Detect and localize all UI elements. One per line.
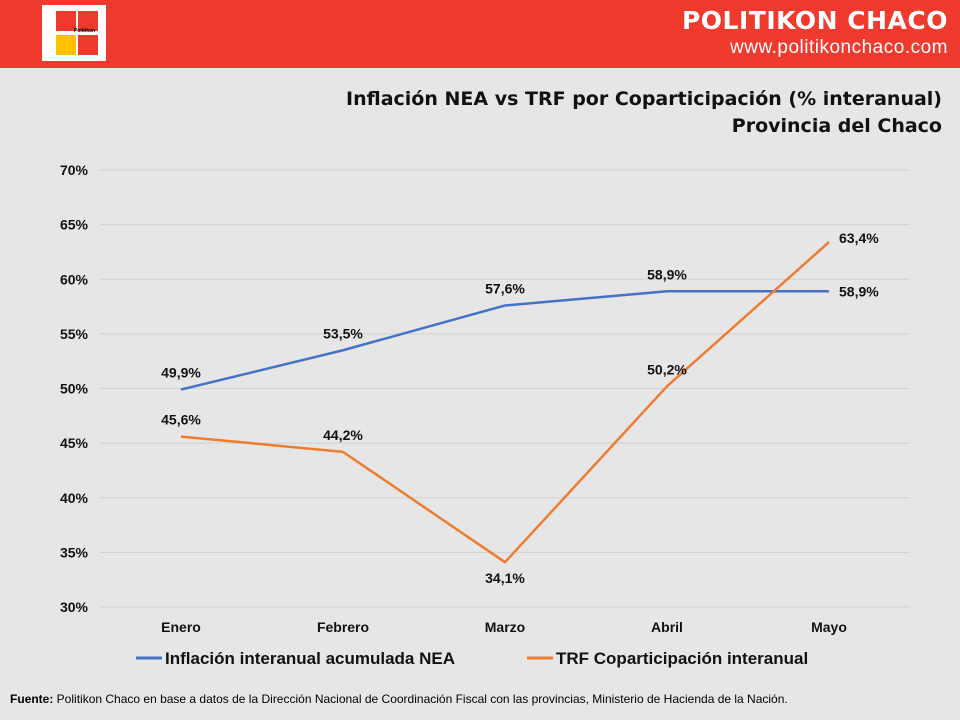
x-tick-label: Febrero <box>317 619 369 635</box>
source-text: Politikon Chaco en base a datos de la Di… <box>53 692 788 706</box>
data-label: 44,2% <box>323 427 363 443</box>
series-line-2 <box>180 241 830 564</box>
legend-label: Inflación interanual acumulada NEA <box>165 649 455 668</box>
source-note: Fuente: Politikon Chaco en base a datos … <box>10 692 788 706</box>
source-label: Fuente: <box>10 692 54 706</box>
logo-square-red-3 <box>78 35 98 55</box>
x-tick-label: Mayo <box>811 619 847 635</box>
brand-name: POLITIKON CHACO <box>681 6 948 35</box>
y-tick-label: 60% <box>60 271 89 287</box>
data-label: 58,9% <box>839 283 879 299</box>
y-tick-label: 40% <box>60 490 89 506</box>
y-tick-label: 30% <box>60 599 89 615</box>
y-tick-label: 65% <box>60 217 89 233</box>
data-label: 45,6% <box>161 412 201 428</box>
logo-square-yellow <box>56 35 76 55</box>
logo-square-red-2 <box>78 11 98 31</box>
brand-url: www.politikonchaco.com <box>730 37 948 58</box>
politikon-logo: Politikon <box>42 5 106 61</box>
y-tick-label: 35% <box>60 544 89 560</box>
data-label: 63,4% <box>839 230 879 246</box>
y-tick-label: 70% <box>60 162 89 178</box>
y-tick-label: 50% <box>60 381 89 397</box>
legend-label: TRF Coparticipación interanual <box>556 649 808 668</box>
x-tick-label: Marzo <box>485 619 525 635</box>
data-label: 58,9% <box>647 266 687 282</box>
header-bar: Politikon POLITIKON CHACO www.politikonc… <box>0 0 960 68</box>
line-chart: 30% 35% 40% 45% 50% 55% 60% 65% 70% Enero Febrero M… <box>60 162 910 668</box>
chart-title-block: Inflación NEA vs TRF por Coparticipación… <box>346 86 942 140</box>
logo-square-red-1 <box>56 11 76 31</box>
data-label: 53,5% <box>323 325 363 341</box>
data-label: 50,2% <box>647 361 687 377</box>
y-tick-label: 45% <box>60 435 89 451</box>
series-line-1 <box>180 290 829 391</box>
brand-block: POLITIKON CHACO www.politikonchaco.com <box>682 6 948 60</box>
data-label: 57,6% <box>485 280 525 296</box>
x-tick-label: Abril <box>651 619 683 635</box>
chart-subtitle: Provincia del Chaco <box>731 115 942 137</box>
y-tick-label: 55% <box>60 326 89 342</box>
logo-text: Politikon <box>74 28 96 34</box>
data-label: 34,1% <box>485 570 525 586</box>
x-tick-label: Enero <box>161 619 201 635</box>
data-label: 49,9% <box>161 365 201 381</box>
chart-title: Inflación NEA vs TRF por Coparticipación… <box>346 88 942 110</box>
